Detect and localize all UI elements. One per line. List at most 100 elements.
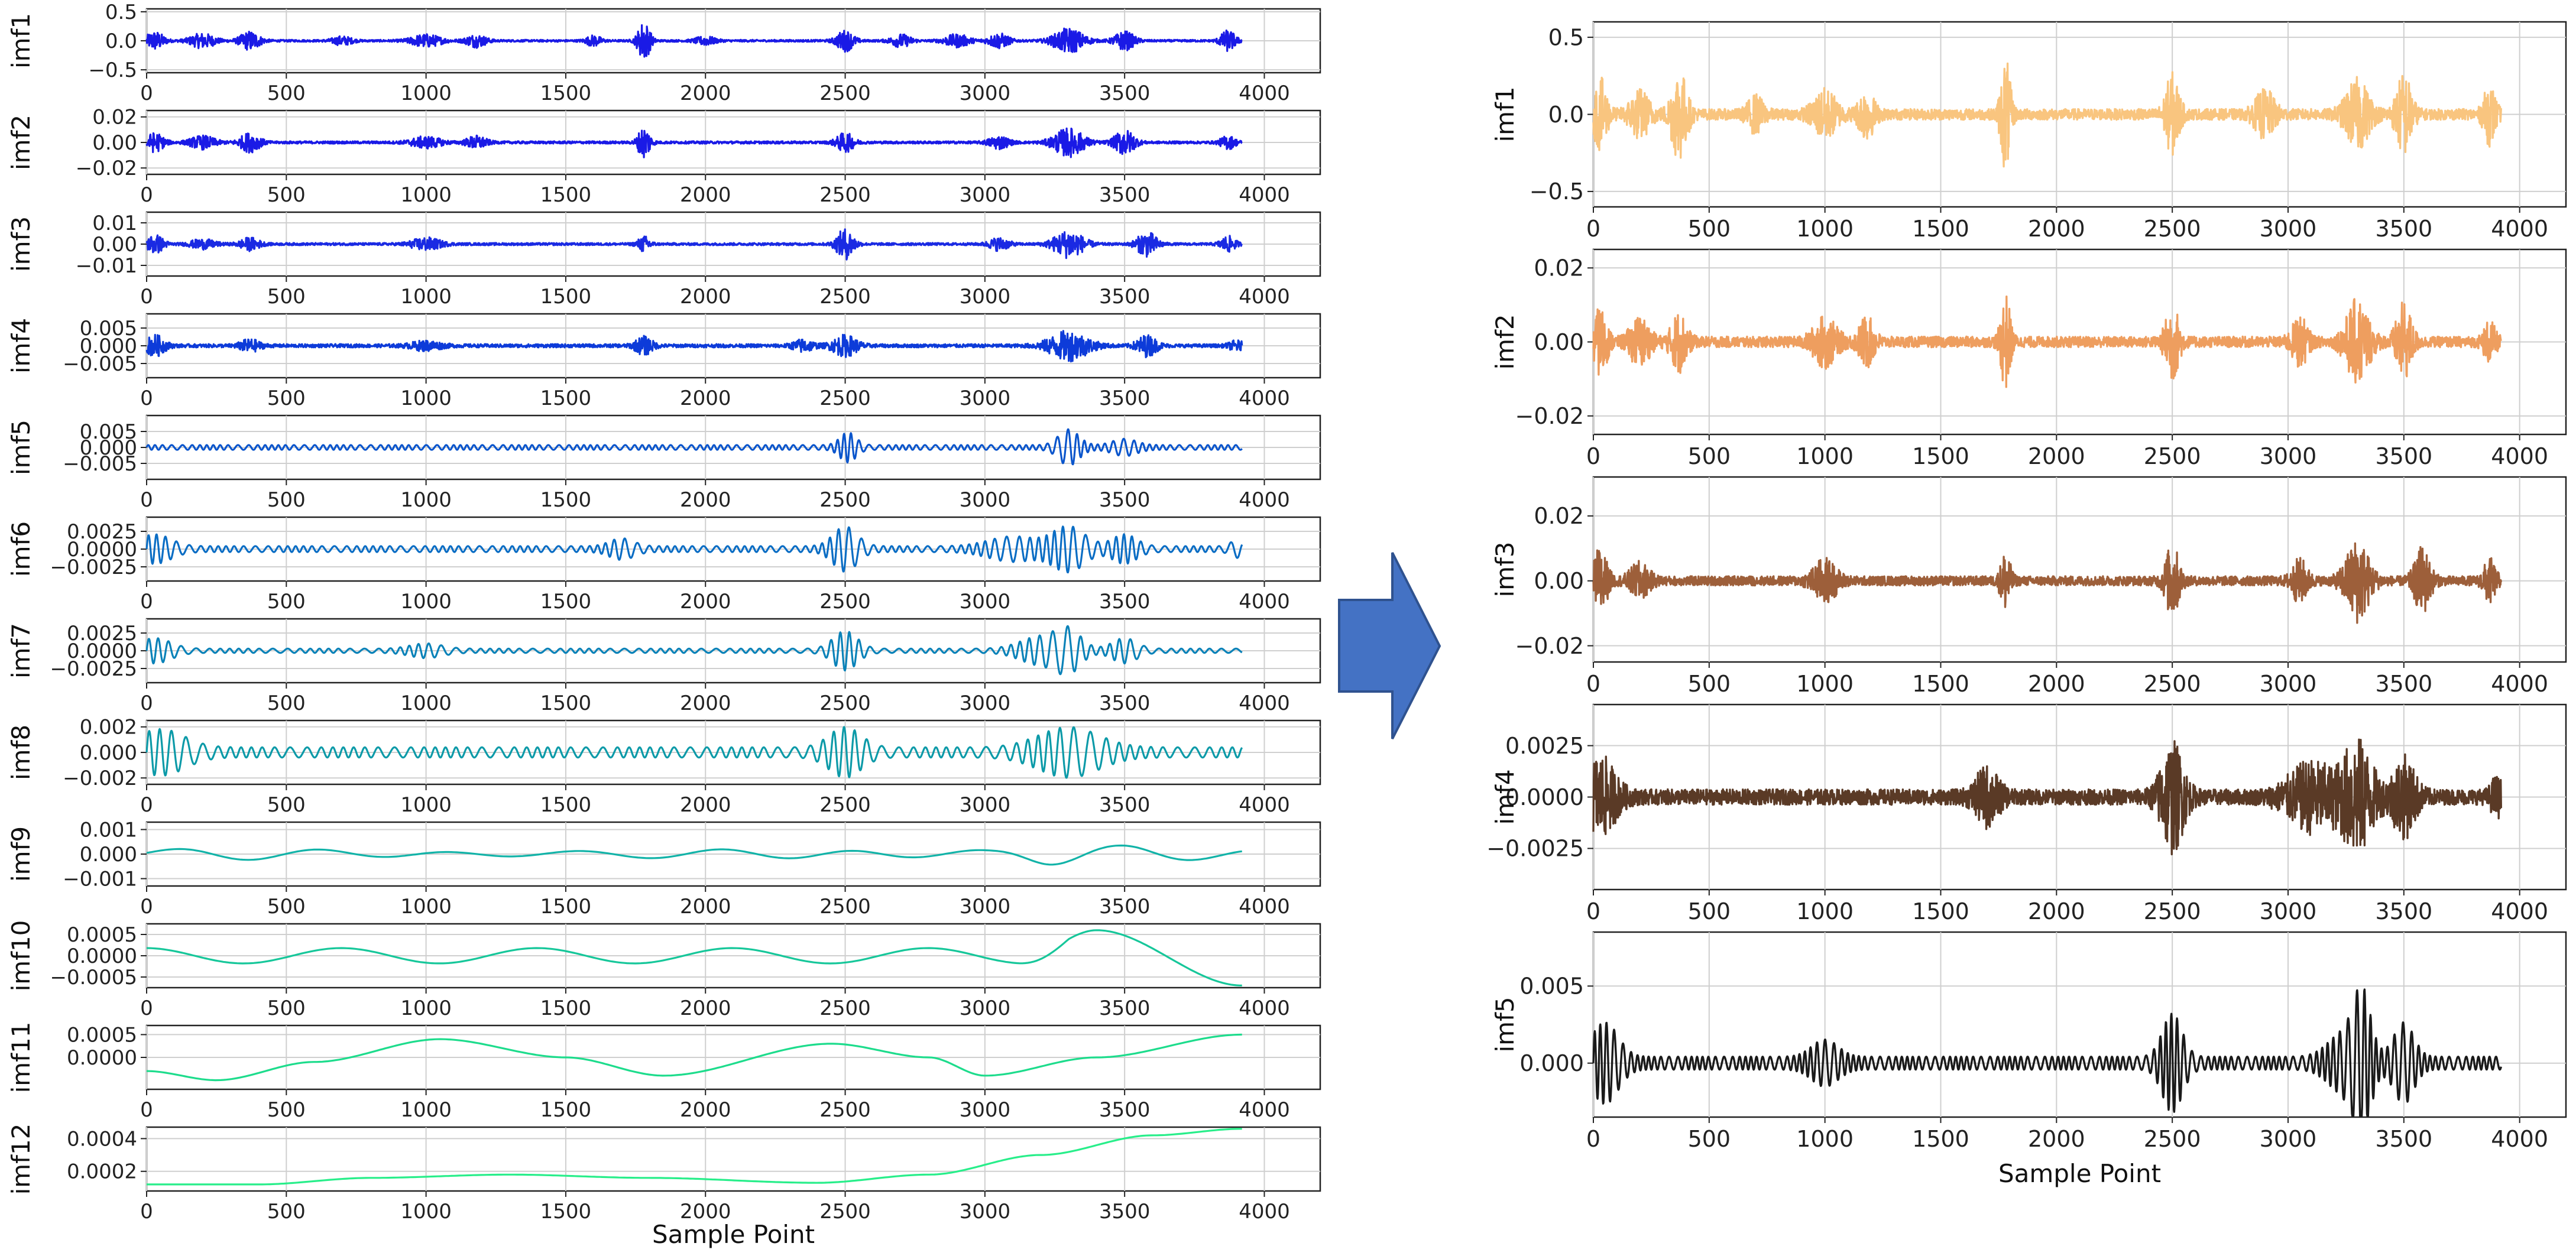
x-tick-label: 4000 — [2491, 671, 2548, 697]
y-axis-label: imf7 — [7, 623, 35, 679]
x-tick-label: 1500 — [540, 1098, 592, 1122]
x-tick-label: 0 — [140, 590, 153, 614]
x-tick-label: 2500 — [819, 488, 871, 512]
plot-frame — [145, 1126, 1321, 1192]
x-tick-label: 3500 — [1099, 692, 1151, 715]
x-tick-label: 500 — [267, 183, 306, 207]
x-tick-label: 1000 — [400, 285, 452, 309]
x-tick-label: 0 — [140, 692, 153, 715]
x-tick-label: 1000 — [400, 1098, 452, 1122]
x-tick-label: 0 — [140, 895, 153, 919]
y-tick-label: 0.000 — [80, 335, 137, 358]
y-axis-label: imf3 — [1490, 541, 1519, 597]
y-axis-label: imf4 — [7, 318, 35, 374]
y-axis-label: imf2 — [1490, 314, 1519, 369]
y-tick-label: 0.02 — [1534, 503, 1584, 529]
series-line-imf9 — [146, 844, 1242, 866]
y-tick-label: 0.0002 — [67, 1160, 137, 1184]
x-tick-label: 500 — [267, 997, 306, 1020]
x-tick-label: 2000 — [2028, 443, 2085, 469]
y-tick-label: −0.002 — [63, 767, 137, 790]
x-tick-label: 3500 — [1099, 1098, 1151, 1122]
x-tick-label: 3500 — [2375, 1126, 2432, 1152]
x-tick-label: 1500 — [540, 488, 592, 512]
x-tick-label: 0 — [140, 285, 153, 309]
x-tick-label: 3500 — [1099, 488, 1151, 512]
x-tick-label: 4000 — [1239, 285, 1290, 309]
x-tick-label: 2500 — [2144, 1126, 2201, 1152]
x-tick-label: 500 — [1688, 216, 1731, 242]
series-line-imf5 — [1592, 988, 2502, 1117]
x-tick-label: 2000 — [680, 387, 731, 410]
x-tick-label: 4000 — [2491, 1126, 2548, 1152]
x-tick-label: 0 — [140, 488, 153, 512]
x-tick-label: 1500 — [540, 1200, 592, 1223]
x-tick-label: 0 — [1586, 671, 1600, 697]
x-tick-label: 1000 — [400, 387, 452, 410]
x-tick-label: 4000 — [1239, 895, 1290, 919]
series-line-imf1 — [145, 24, 1243, 58]
y-axis-label: imf5 — [1490, 997, 1519, 1052]
x-tick-label: 0 — [140, 387, 153, 410]
left-imf-stack: 0.50.0−0.50 500 1000 1500 2000 2500 3000 3500 40… — [7, 1, 1321, 1249]
x-tick-label: 2500 — [819, 82, 871, 105]
x-tick-label: 3000 — [2260, 216, 2317, 242]
x-tick-label: 2500 — [2144, 443, 2201, 469]
x-tick-label: 1000 — [400, 488, 452, 512]
x-tick-label: 2500 — [819, 387, 871, 410]
y-tick-label: 0.005 — [80, 317, 137, 340]
x-tick-label: 0 — [1586, 1126, 1600, 1152]
right-arrow-icon — [1338, 552, 1441, 739]
x-tick-label: 4000 — [1239, 183, 1290, 207]
x-tick-label: 3000 — [2260, 671, 2317, 697]
x-tick-label: 3000 — [960, 590, 1011, 614]
x-tick-label: 2000 — [680, 1098, 731, 1122]
x-tick-label: 2000 — [2028, 216, 2085, 242]
x-tick-label: 2500 — [819, 590, 871, 614]
x-tick-label: 3000 — [2260, 443, 2317, 469]
y-tick-label: 0.0025 — [1505, 733, 1584, 759]
x-tick-label: 1500 — [540, 590, 592, 614]
x-tick-label: 2500 — [819, 692, 871, 715]
transition-arrow — [1338, 552, 1441, 739]
x-tick-label: 500 — [1688, 443, 1731, 469]
x-tick-label: 2000 — [680, 488, 731, 512]
x-tick-label: 2500 — [819, 285, 871, 309]
x-tick-label: 4000 — [1239, 82, 1290, 105]
x-tick-label: 2000 — [680, 183, 731, 207]
y-tick-label: −0.02 — [76, 157, 137, 180]
x-tick-label: 1500 — [1912, 1126, 1969, 1152]
x-tick-label: 0 — [1586, 216, 1600, 242]
x-tick-label: 500 — [267, 1200, 306, 1223]
x-tick-label: 2500 — [819, 183, 871, 207]
x-tick-label: 2000 — [680, 997, 731, 1020]
y-tick-label: 0.005 — [80, 420, 137, 444]
y-axis-label: imf2 — [7, 115, 35, 170]
panel-imf1: 0.5 0.0 −0.50 500 1000 1500 2000 2500 3000 3500 40… — [1490, 21, 2567, 242]
x-tick-label: 3000 — [960, 488, 1011, 512]
x-tick-label: 3500 — [1099, 793, 1151, 817]
x-tick-label: 3000 — [960, 692, 1011, 715]
panel-imf5: 0.005 0.000 0 500 1000 1500 2000 2500 3000 3500 40… — [1490, 931, 2567, 1152]
x-tick-label: 3000 — [2260, 898, 2317, 924]
x-tick-label: 4000 — [1239, 590, 1290, 614]
series-line-imf4 — [1592, 738, 2502, 856]
x-tick-label: 3500 — [1099, 183, 1151, 207]
series-line-imf7 — [145, 625, 1243, 676]
x-tick-label: 4000 — [2491, 216, 2548, 242]
y-tick-label: 0.0025 — [67, 622, 137, 645]
y-tick-label: −0.01 — [76, 254, 137, 278]
y-tick-label: −0.001 — [63, 867, 137, 891]
x-tick-label: 500 — [267, 82, 306, 105]
x-tick-label: 1000 — [1796, 216, 1854, 242]
series-line-imf2 — [1592, 296, 2502, 388]
x-tick-label: 2500 — [2144, 671, 2201, 697]
y-tick-label: 0.0004 — [67, 1127, 137, 1151]
series-line-imf10 — [146, 929, 1242, 986]
x-tick-label: 2000 — [680, 285, 731, 309]
y-tick-label: 0.0005 — [67, 1023, 137, 1047]
x-tick-label: 3500 — [2375, 216, 2432, 242]
